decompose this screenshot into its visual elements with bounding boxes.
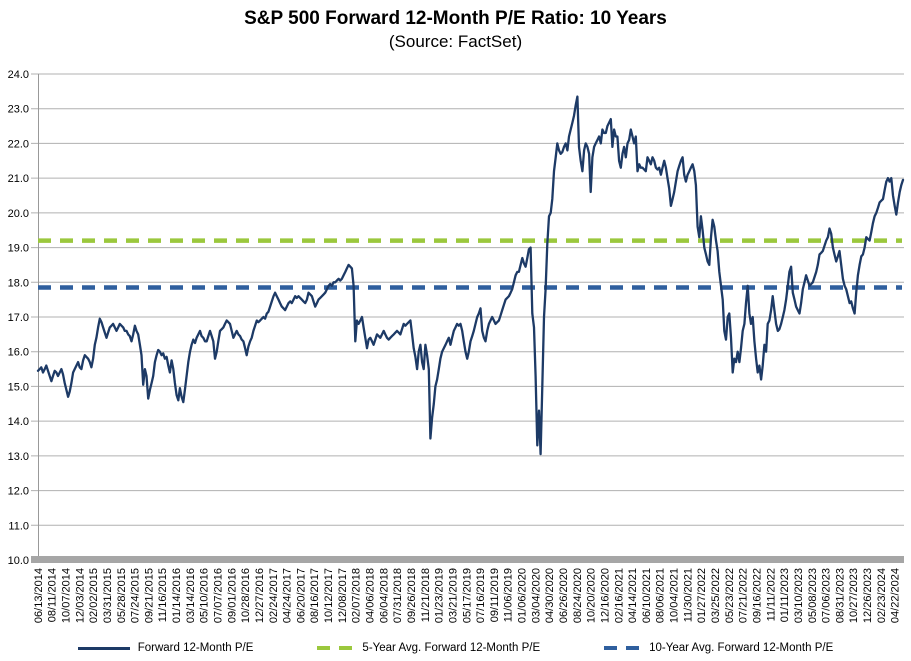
x-tick-label: 04/30/2020 bbox=[544, 568, 556, 623]
x-axis-bar bbox=[31, 556, 904, 563]
x-tick-label: 05/10/2016 bbox=[199, 568, 211, 623]
x-tick-label: 12/16/2020 bbox=[599, 568, 611, 623]
x-tick-label: 03/21/2019 bbox=[447, 568, 459, 623]
x-tick-label: 11/06/2019 bbox=[503, 568, 515, 622]
x-tick-label: 11/16/2015 bbox=[157, 568, 169, 622]
y-tick-label: 18.0 bbox=[8, 277, 29, 289]
x-tick-label: 06/10/2021 bbox=[641, 568, 653, 623]
legend-item-10yr-avg: 10-Year Avg. Forward 12-Month P/E bbox=[604, 642, 833, 654]
x-tick-label: 08/11/2014 bbox=[47, 568, 59, 622]
x-tick-label: 02/02/2015 bbox=[88, 568, 100, 623]
x-tick-label: 08/06/2021 bbox=[655, 568, 667, 623]
x-tick-label: 10/28/2016 bbox=[240, 568, 252, 623]
x-tick-label: 04/24/2017 bbox=[282, 568, 294, 623]
x-tick-label: 08/16/2017 bbox=[309, 568, 321, 623]
x-tick-label: 10/04/2021 bbox=[669, 568, 681, 623]
x-tick-label: 03/31/2015 bbox=[102, 568, 114, 623]
x-tick-label: 07/24/2015 bbox=[130, 568, 142, 623]
x-tick-label: 10/07/2014 bbox=[60, 568, 72, 623]
x-tick-label: 10/12/2017 bbox=[323, 568, 335, 623]
x-tick-label: 09/16/2022 bbox=[751, 568, 763, 623]
x-tick-label: 06/26/2020 bbox=[558, 568, 570, 623]
x-tick-label: 01/27/2022 bbox=[696, 568, 708, 623]
x-tick-label: 07/06/2023 bbox=[821, 568, 833, 623]
x-tick-label: 02/24/2017 bbox=[268, 568, 280, 623]
legend-line-sample-forward-pe bbox=[77, 646, 130, 650]
legend-line-sample-10yr-avg bbox=[604, 645, 642, 651]
legend-line-sample-5yr-avg bbox=[317, 645, 355, 651]
x-tick-label: 02/16/2021 bbox=[613, 568, 625, 623]
forward-pe-line bbox=[36, 95, 905, 456]
chart-header: S&P 500 Forward 12-Month P/E Ratio: 10 Y… bbox=[0, 7, 911, 52]
x-tick-label: 11/21/2018 bbox=[420, 568, 432, 622]
x-tick-label: 07/21/2022 bbox=[738, 568, 750, 623]
x-tick-label: 05/28/2015 bbox=[116, 568, 128, 623]
x-tick-label: 11/11/2022 bbox=[765, 568, 777, 621]
x-tick-label: 10/27/2023 bbox=[848, 568, 860, 623]
x-tick-label: 04/14/2021 bbox=[627, 568, 639, 623]
x-tick-label: 08/31/2023 bbox=[834, 568, 846, 623]
y-tick-label: 17.0 bbox=[8, 312, 29, 324]
y-tick-label: 23.0 bbox=[8, 104, 29, 116]
x-tick-label: 04/22/2024 bbox=[890, 568, 902, 623]
x-tick-label: 12/08/2017 bbox=[337, 568, 349, 623]
legend-item-forward-pe: Forward 12-Month P/E bbox=[77, 642, 254, 654]
x-tick-label: 12/26/2023 bbox=[862, 568, 874, 623]
x-tick-label: 06/20/2017 bbox=[295, 568, 307, 623]
x-tick-label: 03/10/2023 bbox=[793, 568, 805, 623]
legend-item-5yr-avg: 5-Year Avg. Forward 12-Month P/E bbox=[317, 642, 540, 654]
y-tick-label: 12.0 bbox=[8, 486, 29, 498]
y-tick-label: 15.0 bbox=[8, 381, 29, 393]
x-tick-label: 05/17/2019 bbox=[461, 568, 473, 623]
x-tick-label: 03/04/2020 bbox=[530, 568, 542, 623]
x-tick-label: 09/21/2015 bbox=[143, 568, 155, 623]
x-tick-label: 07/16/2019 bbox=[475, 568, 487, 623]
chart-title: S&P 500 Forward 12-Month P/E Ratio: 10 Y… bbox=[244, 8, 667, 29]
y-tick-label: 22.0 bbox=[8, 138, 29, 150]
y-tick-label: 10.0 bbox=[8, 555, 29, 567]
x-tick-label: 05/08/2023 bbox=[807, 568, 819, 623]
y-tick-label: 21.0 bbox=[8, 173, 29, 185]
x-tick-label: 09/11/2019 bbox=[489, 568, 501, 622]
y-tick-label: 19.0 bbox=[8, 243, 29, 255]
x-tick-label: 01/06/2020 bbox=[517, 568, 529, 623]
x-tick-label: 06/04/2018 bbox=[378, 568, 390, 623]
x-tick-label: 04/06/2018 bbox=[365, 568, 377, 623]
y-tick-label: 16.0 bbox=[8, 347, 29, 359]
y-tick-label: 11.0 bbox=[8, 520, 29, 532]
x-tick-label: 11/30/2021 bbox=[682, 568, 694, 622]
x-tick-label: 12/03/2014 bbox=[74, 568, 86, 623]
x-tick-label: 01/23/2019 bbox=[434, 568, 446, 623]
x-tick-label: 07/31/2018 bbox=[392, 568, 404, 623]
x-tick-label: 01/11/2023 bbox=[779, 568, 791, 622]
y-tick-label: 24.0 bbox=[8, 69, 29, 81]
chart-subtitle: (Source: FactSet) bbox=[388, 31, 523, 51]
x-tick-label: 02/07/2018 bbox=[351, 568, 363, 623]
x-tick-label: 12/27/2016 bbox=[254, 568, 266, 623]
x-tick-label: 05/23/2022 bbox=[724, 568, 736, 623]
chart-legend: Forward 12-Month P/E 5-Year Avg. Forward… bbox=[0, 642, 911, 654]
x-tick-label: 08/24/2020 bbox=[572, 568, 584, 623]
legend-label-5yr-avg: 5-Year Avg. Forward 12-Month P/E bbox=[362, 642, 541, 654]
y-tick-label: 13.0 bbox=[8, 451, 29, 463]
legend-label-10yr-avg: 10-Year Avg. Forward 12-Month P/E bbox=[649, 642, 834, 654]
legend-label-forward-pe: Forward 12-Month P/E bbox=[137, 642, 254, 654]
x-tick-label: 03/14/2016 bbox=[185, 568, 197, 623]
x-tick-label: 07/07/2016 bbox=[213, 568, 225, 623]
x-tick-label: 09/26/2018 bbox=[406, 568, 418, 623]
y-tick-label: 20.0 bbox=[8, 208, 29, 220]
x-tick-label: 01/14/2016 bbox=[171, 568, 183, 623]
x-tick-label: 09/01/2016 bbox=[226, 568, 238, 623]
x-tick-label: 10/20/2020 bbox=[586, 568, 598, 623]
x-tick-label: 02/23/2024 bbox=[876, 568, 888, 623]
y-tick-label: 14.0 bbox=[8, 416, 29, 428]
x-tick-label: 06/13/2014 bbox=[33, 568, 45, 623]
x-tick-label: 03/25/2022 bbox=[710, 568, 722, 623]
